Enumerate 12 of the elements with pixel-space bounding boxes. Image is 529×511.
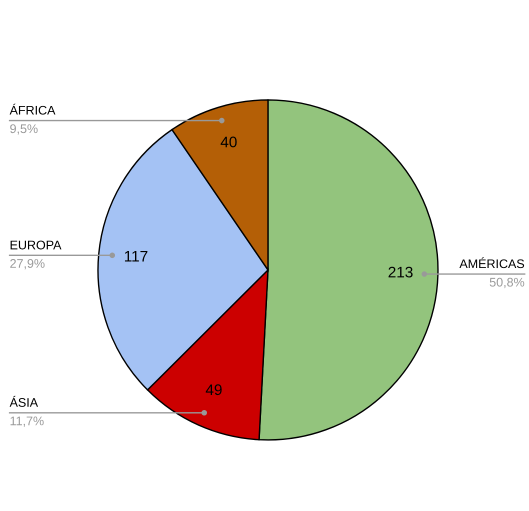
text: 50,8% — [490, 278, 524, 288]
text: 11,7% — [10, 416, 44, 427]
data-label: 213 — [388, 266, 413, 278]
data-label: 117 — [124, 250, 148, 262]
slice-label: ÁSIA — [10, 396, 38, 407]
text: 27,9% — [10, 259, 45, 270]
data-label: 49 — [206, 384, 222, 396]
text: 9,5% — [10, 124, 38, 135]
slice-label: ÁFRICA — [10, 104, 56, 115]
slice-label: EUROPA — [10, 240, 62, 250]
data-label: 40 — [220, 136, 237, 148]
slice-label: AMÉRICAS — [459, 257, 524, 268]
